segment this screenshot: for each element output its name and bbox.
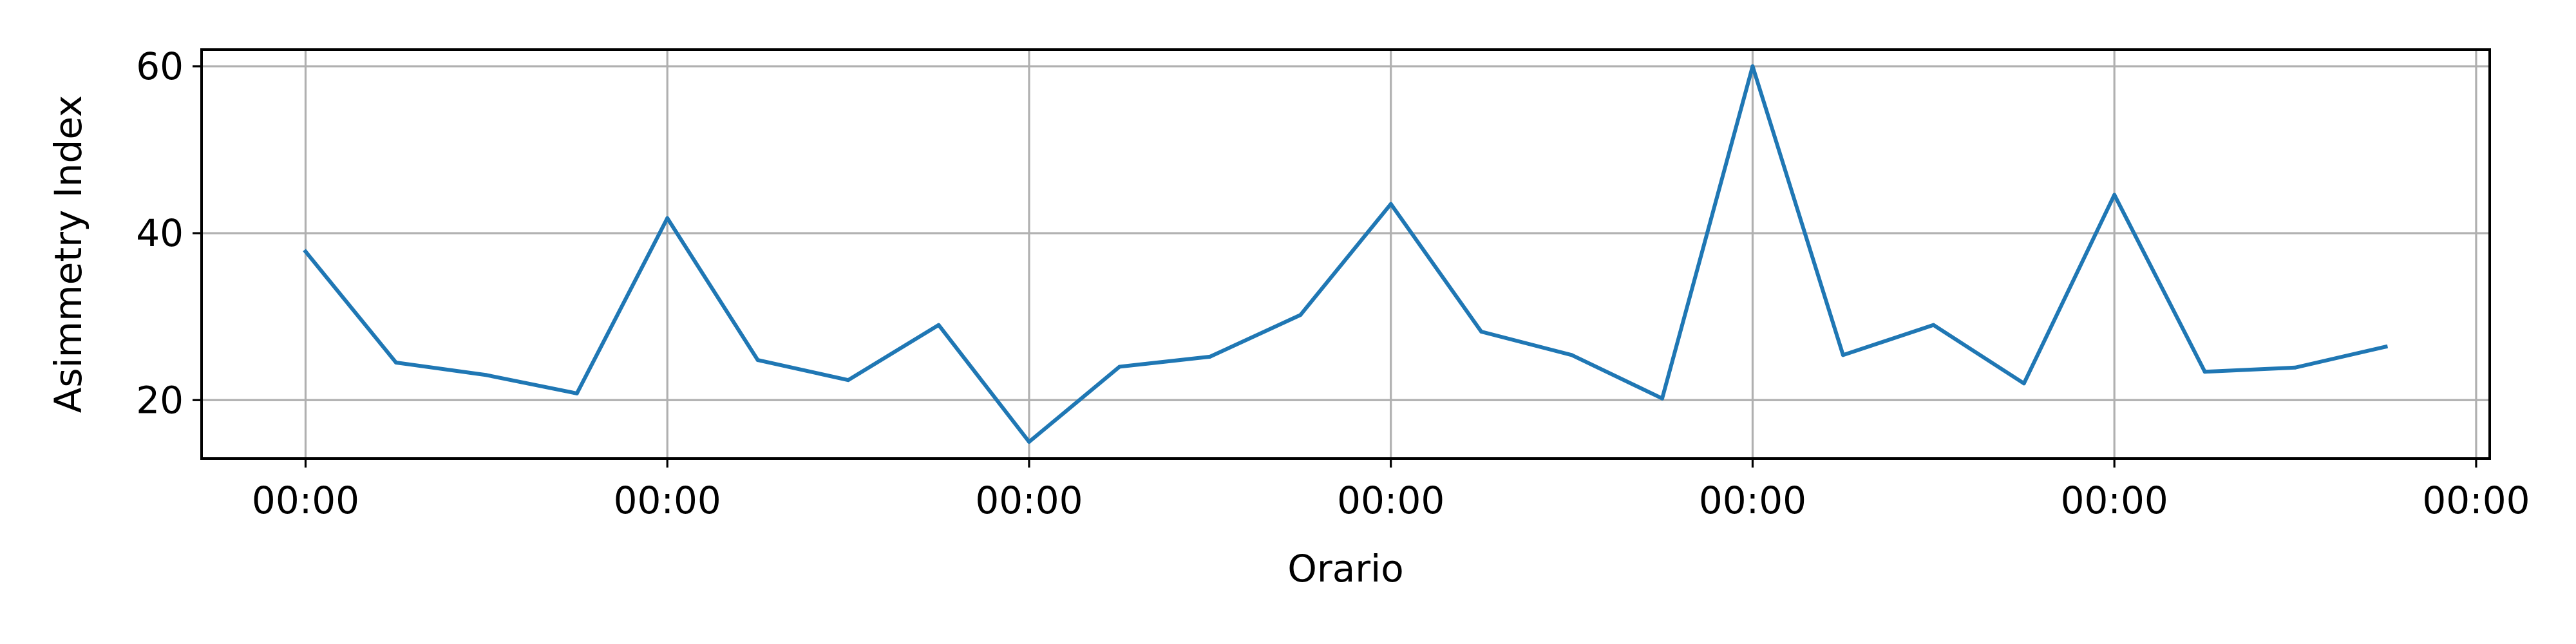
x-axis-label: Orario [1287, 547, 1404, 591]
data-point [755, 358, 760, 363]
grid [202, 50, 2490, 459]
data-point [303, 249, 308, 254]
data-point [1750, 64, 1755, 68]
data-point [846, 378, 851, 383]
x-tick-label: 00:00 [975, 478, 1083, 522]
data-point [484, 373, 489, 377]
data-point [1117, 365, 1122, 369]
y-axis-label: Asimmetry Index [46, 95, 90, 413]
plot-frame [200, 48, 2491, 460]
x-tick-label: 00:00 [2422, 478, 2530, 522]
data-point [393, 360, 398, 365]
data-point [1931, 323, 1936, 327]
x-tick-label: 00:00 [1699, 478, 1806, 522]
data-point [1569, 353, 1574, 357]
data-point [665, 216, 670, 220]
data-point [2202, 370, 2207, 374]
data-point [2383, 345, 2388, 349]
data-point [1298, 313, 1303, 317]
x-tick-label: 00:00 [252, 478, 359, 522]
data-point [1841, 353, 1845, 357]
y-tick-label: 40 [136, 211, 184, 255]
ticks: 00:00 00:00 00:00 00:00 00:00 00:00 00:00 20 40 6… [136, 44, 2530, 522]
data-point [1660, 396, 1665, 401]
x-tick-label: 00:00 [1337, 478, 1444, 522]
data-point [2293, 365, 2298, 370]
y-tick-label: 60 [136, 44, 184, 88]
data-point [2022, 381, 2026, 386]
data-point [1208, 354, 1212, 359]
data-point [574, 391, 579, 395]
x-tick-label: 00:00 [614, 478, 721, 522]
series-layer [303, 64, 2389, 444]
y-tick-label: 20 [136, 378, 184, 422]
data-point [2112, 193, 2117, 197]
data-point [1388, 202, 1393, 206]
data-point [936, 323, 941, 327]
data-point [1027, 440, 1031, 444]
data-point [1479, 330, 1484, 334]
series-line [303, 64, 2389, 444]
x-tick-label: 00:00 [2061, 478, 2168, 522]
